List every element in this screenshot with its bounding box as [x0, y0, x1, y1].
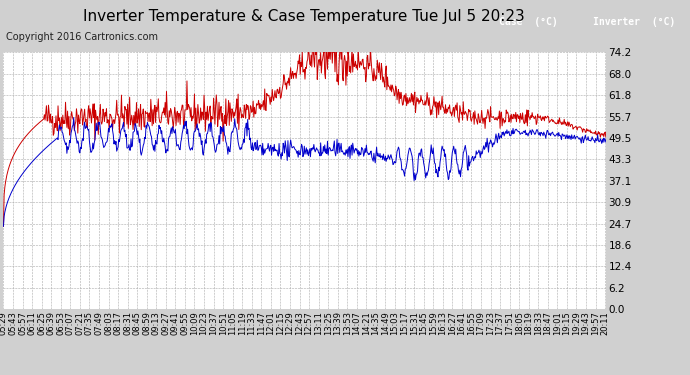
Text: Case  (°C): Case (°C)	[499, 17, 558, 27]
Text: Copyright 2016 Cartronics.com: Copyright 2016 Cartronics.com	[6, 32, 157, 42]
Text: Inverter  (°C): Inverter (°C)	[593, 17, 675, 27]
Text: Inverter Temperature & Case Temperature Tue Jul 5 20:23: Inverter Temperature & Case Temperature …	[83, 9, 524, 24]
